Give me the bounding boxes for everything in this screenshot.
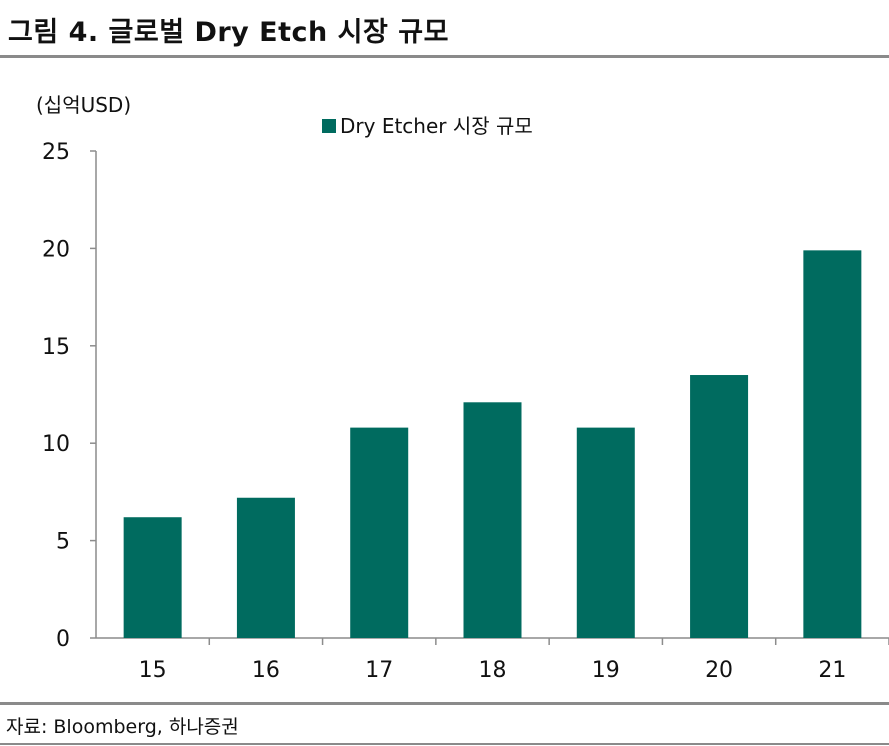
figure-title: 그림 4. 글로벌 Dry Etch 시장 규모 (8, 17, 449, 48)
footer-rule (0, 743, 889, 745)
x-tick-label: 17 (365, 658, 393, 683)
top-rule (0, 55, 889, 58)
y-tick-label: 5 (56, 530, 70, 555)
source-note: 자료: Bloomberg, 하나증권 (6, 716, 239, 738)
legend-swatch (322, 119, 336, 133)
x-tick-label: 16 (252, 658, 280, 683)
chart-bars (123, 250, 862, 638)
y-tick-label: 20 (42, 237, 70, 262)
bar-20 (690, 375, 749, 638)
x-tick-label: 19 (592, 658, 620, 683)
y-tick-label: 10 (42, 432, 70, 457)
bar-21 (803, 250, 862, 638)
legend-label: Dry Etcher 시장 규모 (340, 114, 533, 138)
x-tick-label: 18 (479, 658, 507, 683)
bar-18 (463, 402, 522, 638)
y-tick-label: 25 (42, 140, 70, 165)
chart-legend: Dry Etcher 시장 규모 (322, 114, 533, 138)
x-tick-label: 21 (818, 658, 846, 683)
bar-16 (236, 497, 295, 638)
y-tick-label: 15 (42, 335, 70, 360)
bottom-rule (0, 702, 889, 705)
bar-19 (576, 427, 635, 638)
chart-labels: (십억USD) (36, 93, 131, 117)
bar-15 (123, 517, 182, 638)
chart-axes: 0 5 10 15 20 25 15 16 17 18 19 20 21 (42, 140, 889, 683)
y-unit-label: (십억USD) (36, 93, 131, 117)
x-tick-label: 15 (139, 658, 167, 683)
y-tick-label: 0 (56, 627, 70, 652)
bar-chart: 0 5 10 15 20 25 15 16 17 18 19 20 21 (십억USD) Dry Etc… (36, 93, 889, 683)
bar-17 (350, 427, 409, 638)
x-tick-label: 20 (705, 658, 733, 683)
